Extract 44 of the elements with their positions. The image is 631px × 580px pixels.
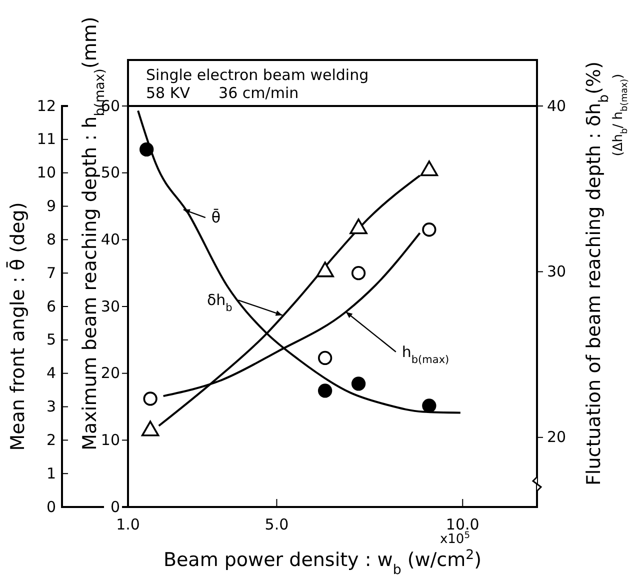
x-tick-label: 5.0 bbox=[264, 516, 289, 534]
annotation: θ̄ bbox=[211, 208, 221, 227]
point bbox=[143, 392, 158, 406]
chart-subtitle: 58 KV 36 cm/min bbox=[146, 84, 299, 102]
y3-tick-label: 12 bbox=[36, 96, 56, 115]
point bbox=[351, 376, 366, 391]
annotation: h$_{b(max)}$ bbox=[402, 342, 450, 366]
point bbox=[318, 350, 332, 366]
point bbox=[140, 142, 154, 157]
y3-tick-label: 3 bbox=[46, 398, 56, 416]
point bbox=[422, 222, 436, 237]
y3-tick-label: 7 bbox=[46, 264, 56, 282]
point bbox=[318, 384, 332, 398]
y3-tick-label: 8 bbox=[46, 230, 56, 248]
y-tick-label: 40 bbox=[100, 230, 120, 248]
y-tick-label: 50 bbox=[100, 164, 120, 182]
annotation: δh$_{b}$ bbox=[206, 291, 233, 314]
y2-tick-label: 20 bbox=[547, 428, 566, 446]
y3-tick-label: 9 bbox=[46, 197, 56, 216]
y-tick-label: 30 bbox=[100, 297, 120, 316]
chart-title: Single electron beam welding bbox=[146, 66, 369, 84]
y3-tick-label: 1 bbox=[46, 464, 56, 482]
point bbox=[351, 266, 366, 280]
y3-tick-label: 10 bbox=[36, 164, 56, 182]
y3-tick-label: 0 bbox=[46, 498, 56, 516]
y-tick-label: 0 bbox=[110, 498, 120, 516]
x-axis-title: Beam power density : w$_{b}$ (w/cm$^{2}$) bbox=[163, 548, 482, 578]
point bbox=[350, 218, 368, 234]
point bbox=[420, 160, 438, 176]
text: x10$^{5}$ bbox=[440, 531, 470, 547]
y3-tick-label: 4 bbox=[46, 364, 56, 382]
y2-tick-label: 30 bbox=[547, 262, 566, 280]
y-tick-label: 10 bbox=[100, 430, 120, 449]
y3-axis-title: Mean front angle : θ̄ (deg) bbox=[6, 202, 29, 451]
point bbox=[141, 420, 160, 436]
point bbox=[422, 398, 436, 413]
y3-tick-label: 5 bbox=[46, 330, 56, 349]
y2-tick-label: 40 bbox=[547, 96, 566, 115]
y-tick-label: 20 bbox=[100, 364, 120, 382]
y3-tick-label: 2 bbox=[46, 430, 56, 449]
x-tick-label: 1.0 bbox=[116, 516, 140, 534]
y3-tick-label: 11 bbox=[36, 130, 56, 148]
point bbox=[316, 262, 334, 278]
y3-tick-label: 6 bbox=[46, 297, 56, 316]
